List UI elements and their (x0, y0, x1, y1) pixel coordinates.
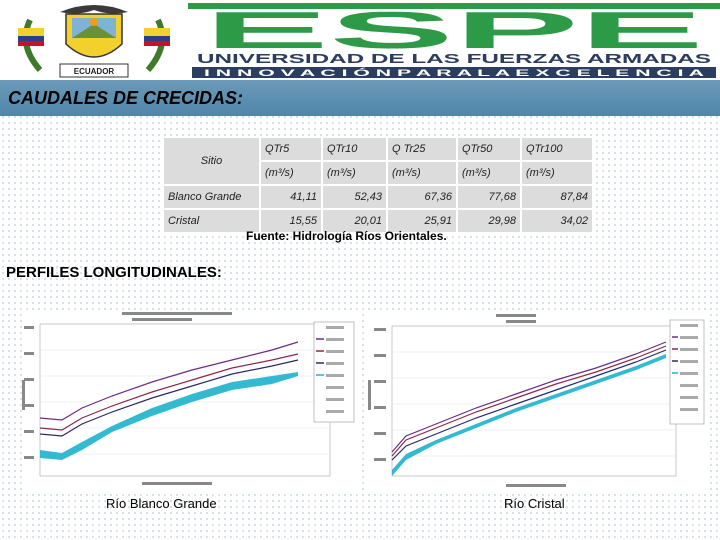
university-motto: I N N O V A C I Ó N P A R A L A E X C E … (204, 67, 705, 78)
profile-chart-cristal (366, 310, 706, 492)
source-note: Fuente: Hidrología Ríos Orientales. (246, 229, 447, 243)
profile-line-tr50 (391, 345, 667, 457)
profile-line-tr100 (391, 341, 667, 453)
unit-label: (m³/s) (259, 160, 323, 186)
water-surface-fill (40, 372, 298, 460)
flow-value: 87,84 (520, 184, 594, 210)
espe-banner-logo: ESPE UNIVERSIDAD DE LAS FUERZAS ARMADAS … (188, 0, 720, 80)
flow-value: 15,55 (259, 208, 323, 234)
profile-line-tr100 (39, 341, 299, 421)
profile-plot (22, 312, 355, 485)
section-title: PERFILES LONGITUDINALES: (6, 264, 222, 281)
profile-line-tr25 (391, 349, 667, 461)
slide-title: CAUDALES DE CRECIDAS: (8, 88, 244, 108)
site-name: Blanco Grande (162, 184, 261, 210)
profile-plot (368, 314, 705, 487)
column-header: Q Tr25 (386, 136, 458, 162)
site-name: Cristal (162, 208, 261, 234)
column-header: QTr50 (456, 136, 522, 162)
table-unit-row: (m³/s) (m³/s) (m³/s) (m³/s) (m³/s) (163, 160, 594, 186)
profile-line-tr25 (39, 359, 299, 437)
unit-label: (m³/s) (321, 160, 388, 186)
table-header-row: Sitio QTr5 QTr10 Q Tr25 QTr50 QTr100 (162, 136, 594, 186)
table-row: Blanco Grande 41,11 52,43 67,36 77,68 87… (162, 184, 594, 210)
column-header: QTr5 (259, 136, 323, 162)
header: ECUADOR ESPE UNIVERSIDAD DE LAS FUERZAS … (0, 0, 720, 80)
chart-caption: Río Cristal (504, 496, 565, 511)
column-header: QTr10 (321, 136, 388, 162)
ecuador-crest-logo: ECUADOR (0, 0, 188, 80)
chart-caption: Río Blanco Grande (106, 496, 217, 511)
water-surface-fill (392, 354, 666, 476)
flow-value: 52,43 (321, 184, 388, 210)
flow-value: 41,11 (259, 184, 323, 210)
university-name: UNIVERSIDAD DE LAS FUERZAS ARMADAS (197, 51, 712, 66)
flow-value: 67,36 (386, 184, 458, 210)
table-row: Cristal 15,55 20,01 25,91 29,98 34,02 (162, 208, 594, 234)
espe-logo-text: ESPE (204, 2, 704, 60)
site-header: Sitio (162, 136, 261, 186)
flow-value: 20,01 (321, 208, 388, 234)
crest-caption: ECUADOR (74, 67, 115, 76)
column-header: QTr100 (520, 136, 594, 162)
flow-value: 25,91 (386, 208, 458, 234)
flow-value: 34,02 (520, 208, 594, 234)
title-bar (0, 80, 720, 116)
unit-label: (m³/s) (520, 160, 594, 186)
flow-value: 77,68 (456, 184, 522, 210)
flow-value: 29,98 (456, 208, 522, 234)
profile-chart-blanco-grande (22, 310, 358, 492)
unit-label: (m³/s) (456, 160, 522, 186)
flood-flow-table: Sitio QTr5 QTr10 Q Tr25 QTr50 QTr100 (m³… (162, 136, 594, 234)
profile-line-tr50 (39, 353, 299, 431)
unit-label: (m³/s) (386, 160, 458, 186)
